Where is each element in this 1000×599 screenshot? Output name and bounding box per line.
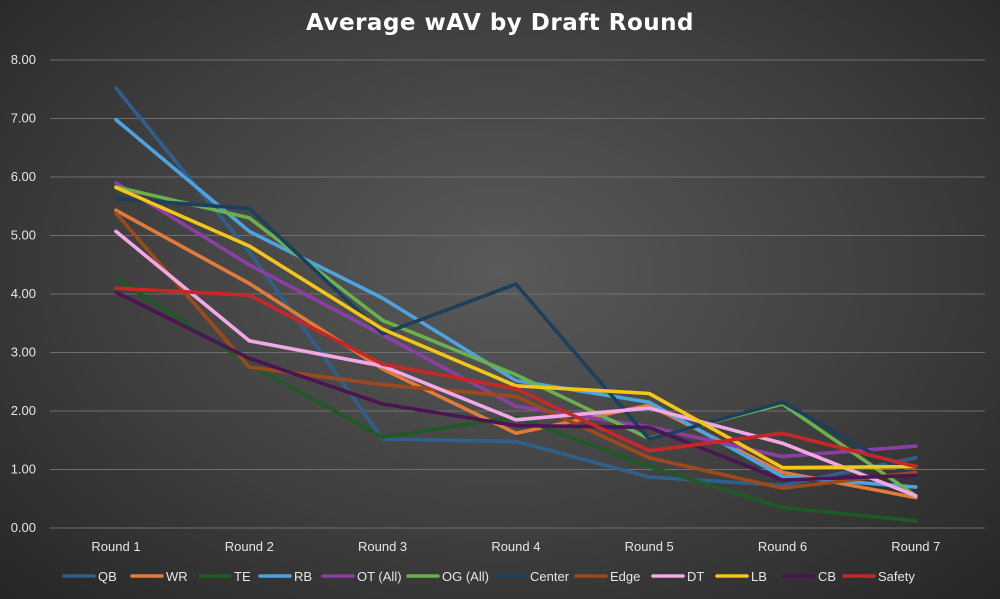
legend-label: DT bbox=[687, 569, 704, 584]
chart-title: Average wAV by Draft Round bbox=[306, 10, 694, 36]
series-line-edge bbox=[114, 211, 918, 491]
x-tick-label: Round 3 bbox=[358, 539, 407, 554]
y-tick-label: 2.00 bbox=[11, 403, 36, 418]
legend-item: LB bbox=[715, 569, 767, 584]
y-tick-label: 4.00 bbox=[11, 286, 36, 301]
legend-item: Center bbox=[494, 569, 570, 584]
series-line-cb bbox=[114, 290, 918, 482]
legend-item: WR bbox=[130, 569, 188, 584]
legend-label: WR bbox=[166, 569, 188, 584]
y-tick-label: 3.00 bbox=[11, 345, 36, 360]
legend-item: OT (All) bbox=[321, 569, 402, 584]
grid-layer bbox=[50, 59, 985, 529]
series-line-center bbox=[114, 196, 918, 481]
y-tick-label: 5.00 bbox=[11, 228, 36, 243]
legend-label: CB bbox=[818, 569, 836, 584]
y-tick-label: 7.00 bbox=[11, 111, 36, 126]
series-line-ot-all bbox=[114, 181, 918, 459]
y-tick-label: 6.00 bbox=[11, 169, 36, 184]
legend-label: OT (All) bbox=[357, 569, 402, 584]
x-tick-label: Round 7 bbox=[891, 539, 940, 554]
legend-label: OG (All) bbox=[442, 569, 489, 584]
x-tick-label: Round 4 bbox=[491, 539, 540, 554]
x-tick-label: Round 6 bbox=[758, 539, 807, 554]
series-line-wr bbox=[114, 208, 918, 500]
series-line-te bbox=[114, 276, 918, 523]
series-line-qb bbox=[114, 86, 918, 488]
legend-label: QB bbox=[98, 569, 117, 584]
series-line-lb bbox=[114, 185, 918, 470]
legend-item: QB bbox=[62, 569, 117, 584]
legend-item: CB bbox=[782, 569, 836, 584]
series-line-dt bbox=[114, 229, 918, 498]
series-line-rb bbox=[114, 117, 918, 489]
series-layer bbox=[114, 86, 918, 523]
legend-item: Safety bbox=[842, 569, 915, 584]
legend-label: TE bbox=[234, 569, 251, 584]
legend-label: Edge bbox=[610, 569, 640, 584]
x-tick-label: Round 1 bbox=[91, 539, 140, 554]
x-tick-label: Round 2 bbox=[225, 539, 274, 554]
series-line-safety bbox=[114, 286, 918, 469]
legend-label: LB bbox=[751, 569, 767, 584]
axis-layer: 0.00 1.00 2.00 3.00 4.00 5.00 6.00 7.00 8.00 Roun… bbox=[11, 52, 941, 554]
legend-item: DT bbox=[651, 569, 704, 584]
legend-label: Center bbox=[530, 569, 570, 584]
legend-item: OG (All) bbox=[406, 569, 489, 584]
y-tick-label: 0.00 bbox=[11, 520, 36, 535]
legend-item: Edge bbox=[574, 569, 640, 584]
legend-label: RB bbox=[294, 569, 312, 584]
legend-layer: QB WR TE RB OT (All) OG (All) Center Edge DT LB CB… bbox=[62, 569, 915, 584]
legend-item: RB bbox=[258, 569, 312, 584]
legend-label: Safety bbox=[878, 569, 915, 584]
legend-item: TE bbox=[198, 569, 251, 584]
x-tick-label: Round 5 bbox=[625, 539, 674, 554]
y-tick-label: 1.00 bbox=[11, 462, 36, 477]
y-tick-label: 8.00 bbox=[11, 52, 36, 67]
